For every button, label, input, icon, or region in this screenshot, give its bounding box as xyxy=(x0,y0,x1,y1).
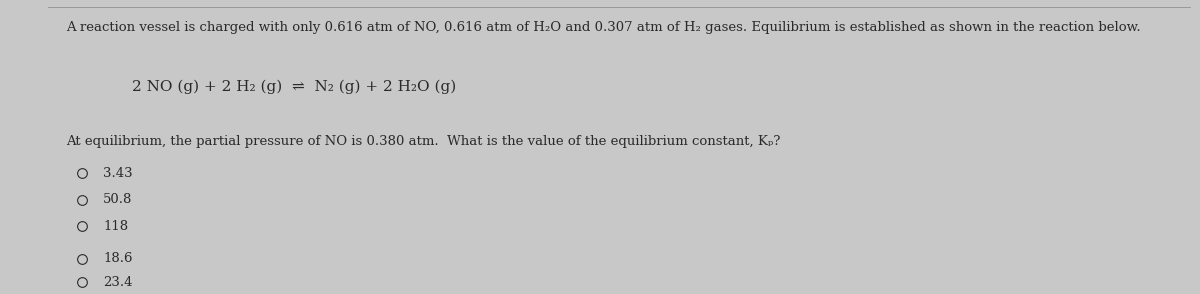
Text: 50.8: 50.8 xyxy=(103,193,132,206)
Text: A reaction vessel is charged with only 0.616 atm of NO, 0.616 atm of H₂O and 0.3: A reaction vessel is charged with only 0… xyxy=(66,21,1141,34)
Text: 118: 118 xyxy=(103,220,128,233)
Text: 2 NO (g) + 2 H₂ (g)  ⇌  N₂ (g) + 2 H₂O (g): 2 NO (g) + 2 H₂ (g) ⇌ N₂ (g) + 2 H₂O (g) xyxy=(132,79,456,94)
Text: 18.6: 18.6 xyxy=(103,252,133,265)
Text: At equilibrium, the partial pressure of NO is 0.380 atm.  What is the value of t: At equilibrium, the partial pressure of … xyxy=(66,135,780,148)
Text: 3.43: 3.43 xyxy=(103,167,133,180)
Text: 23.4: 23.4 xyxy=(103,276,133,289)
